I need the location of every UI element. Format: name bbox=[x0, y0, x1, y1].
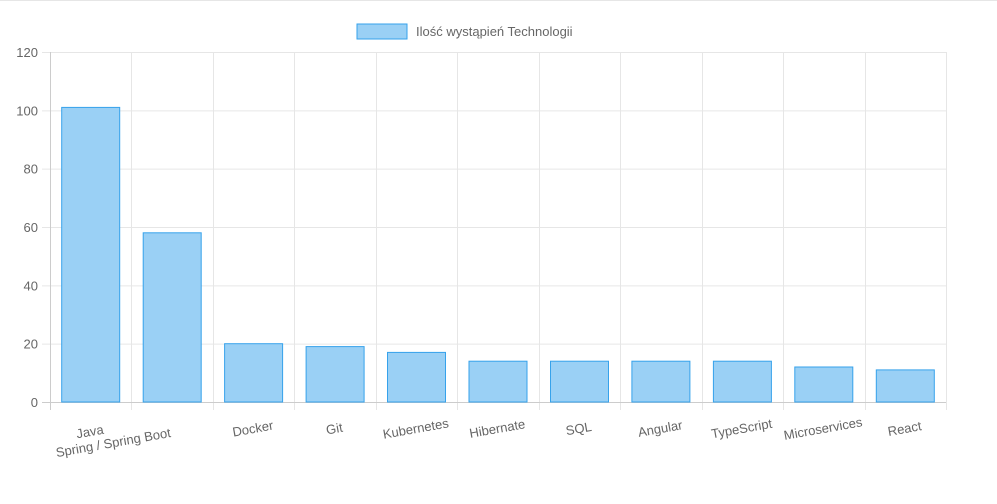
legend-label: Ilość wystąpień Technologii bbox=[416, 24, 573, 39]
x-tick-label: Microservices bbox=[783, 414, 864, 443]
bar[interactable] bbox=[875, 369, 935, 403]
y-tick-label: 60 bbox=[24, 220, 38, 235]
y-tick-label: 120 bbox=[16, 45, 38, 60]
bar[interactable] bbox=[142, 232, 202, 403]
x-tick-label: Git bbox=[325, 420, 344, 438]
legend-swatch bbox=[356, 23, 408, 40]
bar[interactable] bbox=[794, 366, 854, 403]
x-tick-label: SQL bbox=[565, 419, 593, 438]
y-tick-label: 80 bbox=[24, 162, 38, 177]
bar[interactable] bbox=[631, 360, 691, 403]
y-tick-label: 20 bbox=[24, 337, 38, 352]
bar[interactable] bbox=[550, 360, 609, 403]
bar[interactable] bbox=[712, 360, 772, 403]
bar[interactable] bbox=[61, 106, 121, 403]
grid bbox=[42, 52, 947, 410]
y-axis-ticks: 0 20 40 60 80 100 120 bbox=[16, 45, 38, 410]
x-tick-label: Kubernetes bbox=[382, 415, 451, 441]
x-tick-label: Hibernate bbox=[468, 416, 526, 441]
top-border bbox=[0, 0, 997, 1]
x-tick-label: Java bbox=[75, 422, 105, 442]
x-tick-label: React bbox=[886, 418, 922, 439]
x-tick-label: TypeScript bbox=[710, 416, 773, 442]
x-tick-label: Docker bbox=[231, 417, 275, 439]
bar[interactable] bbox=[468, 360, 528, 403]
y-tick-label: 100 bbox=[16, 103, 38, 118]
bars bbox=[61, 106, 935, 403]
y-tick-label: 40 bbox=[24, 278, 38, 293]
x-tick-label: Angular bbox=[637, 417, 684, 440]
x-tick-label: Spring / Spring Boot bbox=[55, 425, 173, 460]
y-tick-label: 0 bbox=[31, 395, 38, 410]
bar[interactable] bbox=[224, 343, 284, 403]
bar[interactable] bbox=[387, 351, 446, 403]
legend[interactable]: Ilość wystąpień Technologii bbox=[356, 23, 573, 40]
bar[interactable] bbox=[305, 346, 365, 403]
